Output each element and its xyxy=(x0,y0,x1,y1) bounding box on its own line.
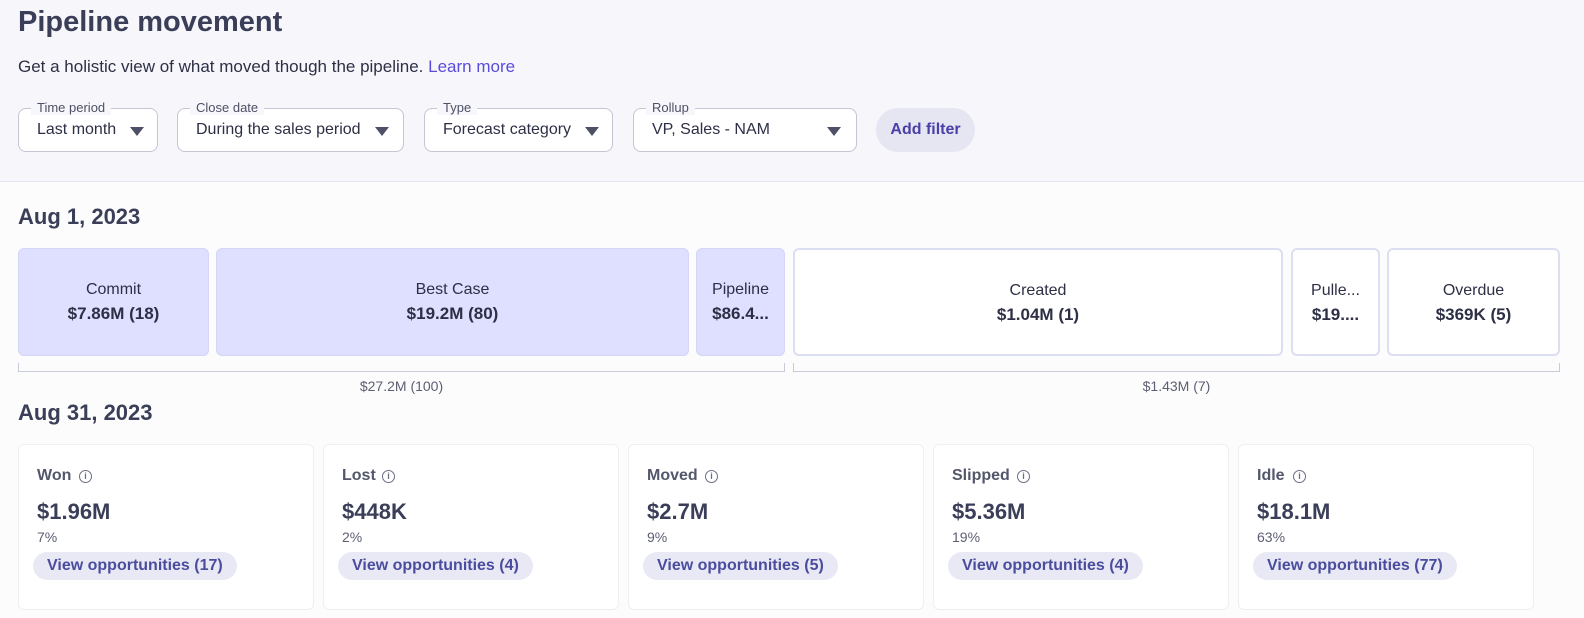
view-opportunities-button[interactable]: View opportunities (4) xyxy=(338,552,533,580)
added-group-total: $1.43M (7) xyxy=(1142,378,1211,394)
end-date-heading: Aug 31, 2023 xyxy=(18,400,153,425)
card-percent: 63% xyxy=(1257,529,1286,545)
card-percent: 2% xyxy=(342,529,363,545)
forecast-group-bracket xyxy=(18,363,785,372)
caret-down-icon xyxy=(375,127,389,136)
pulled-in-box[interactable]: Pulle... $19.... xyxy=(1291,248,1380,356)
info-icon[interactable]: i xyxy=(705,470,718,483)
card-title: Won xyxy=(37,467,72,484)
view-opportunities-button[interactable]: View opportunities (17) xyxy=(33,552,237,580)
caret-down-icon xyxy=(585,127,599,136)
best-case-box[interactable]: Best Case $19.2M (80) xyxy=(216,248,689,356)
add-filter-button[interactable]: Add filter xyxy=(876,108,975,152)
filter-label: Type xyxy=(437,100,478,115)
subtitle-text: Get a holistic view of what moved though… xyxy=(18,57,424,76)
commit-box[interactable]: Commit $7.86M (18) xyxy=(18,248,209,356)
box-label: Best Case xyxy=(415,281,490,298)
page-header: Pipeline movement Get a holistic view of… xyxy=(0,0,1584,182)
start-date-heading: Aug 1, 2023 xyxy=(18,204,141,229)
created-box[interactable]: Created $1.04M (1) xyxy=(793,248,1283,356)
card-amount: $5.36M xyxy=(952,499,1026,524)
info-icon[interactable]: i xyxy=(79,470,92,483)
added-group-bracket xyxy=(793,363,1560,372)
card-percent: 9% xyxy=(647,529,668,545)
info-icon[interactable]: i xyxy=(1293,470,1306,483)
box-label: Pulle... xyxy=(1311,282,1360,299)
box-value: $369K (5) xyxy=(1435,305,1512,324)
card-title: Moved xyxy=(647,467,698,484)
page-title: Pipeline movement xyxy=(18,6,283,38)
box-label: Pipeline xyxy=(712,281,769,298)
page-subtitle: Get a holistic view of what moved though… xyxy=(18,57,515,77)
box-value: $19.2M (80) xyxy=(406,304,499,323)
filter-label: Time period xyxy=(31,100,112,115)
card-amount: $2.7M xyxy=(647,499,709,524)
caret-down-icon xyxy=(827,127,841,136)
idle-card: Idle i $18.1M 63% View opportunities (77… xyxy=(1238,444,1534,610)
box-value: $19.... xyxy=(1311,305,1360,324)
card-title: Idle xyxy=(1257,467,1285,484)
filter-value: VP, Sales - NAM xyxy=(652,121,770,138)
card-amount: $18.1M xyxy=(1257,499,1331,524)
learn-more-link[interactable]: Learn more xyxy=(428,57,516,76)
rollup-filter[interactable]: Rollup VP, Sales - NAM xyxy=(633,100,857,152)
box-value: $7.86M (18) xyxy=(67,304,160,323)
view-opportunities-button[interactable]: View opportunities (5) xyxy=(643,552,838,580)
card-title: Lost xyxy=(342,467,376,484)
box-label: Commit xyxy=(85,281,142,298)
moved-card: Moved i $2.7M 9% View opportunities (5) xyxy=(628,444,924,610)
filter-value: Forecast category xyxy=(443,121,572,138)
time-period-filter[interactable]: Time period Last month xyxy=(18,100,158,152)
close-date-filter[interactable]: Close date During the sales period xyxy=(177,100,404,152)
box-label: Created xyxy=(1009,282,1067,299)
filter-label: Close date xyxy=(190,100,265,115)
overdue-box[interactable]: Overdue $369K (5) xyxy=(1387,248,1560,356)
card-amount: $448K xyxy=(342,499,407,524)
filter-label: Rollup xyxy=(646,100,695,115)
info-icon[interactable]: i xyxy=(1017,470,1030,483)
filter-value: Last month xyxy=(37,121,117,138)
box-value: $1.04M (1) xyxy=(996,305,1080,324)
filter-value: During the sales period xyxy=(196,121,361,138)
box-label: Overdue xyxy=(1442,282,1505,299)
info-icon[interactable]: i xyxy=(382,470,395,483)
pipeline-box[interactable]: Pipeline $86.4... xyxy=(696,248,785,356)
slipped-card: Slipped i $5.36M 19% View opportunities … xyxy=(933,444,1229,610)
won-card: Won i $1.96M 7% View opportunities (17) xyxy=(18,444,314,610)
card-amount: $1.96M xyxy=(37,499,111,524)
card-percent: 7% xyxy=(37,529,58,545)
caret-down-icon xyxy=(130,127,144,136)
lost-card: Lost i $448K 2% View opportunities (4) xyxy=(323,444,619,610)
view-opportunities-button[interactable]: View opportunities (77) xyxy=(1253,552,1457,580)
view-opportunities-button[interactable]: View opportunities (4) xyxy=(948,552,1143,580)
type-filter[interactable]: Type Forecast category xyxy=(424,100,613,152)
box-value: $86.4... xyxy=(712,304,769,323)
forecast-group-total: $27.2M (100) xyxy=(359,378,444,394)
card-percent: 19% xyxy=(952,529,981,545)
card-title: Slipped xyxy=(952,467,1010,484)
